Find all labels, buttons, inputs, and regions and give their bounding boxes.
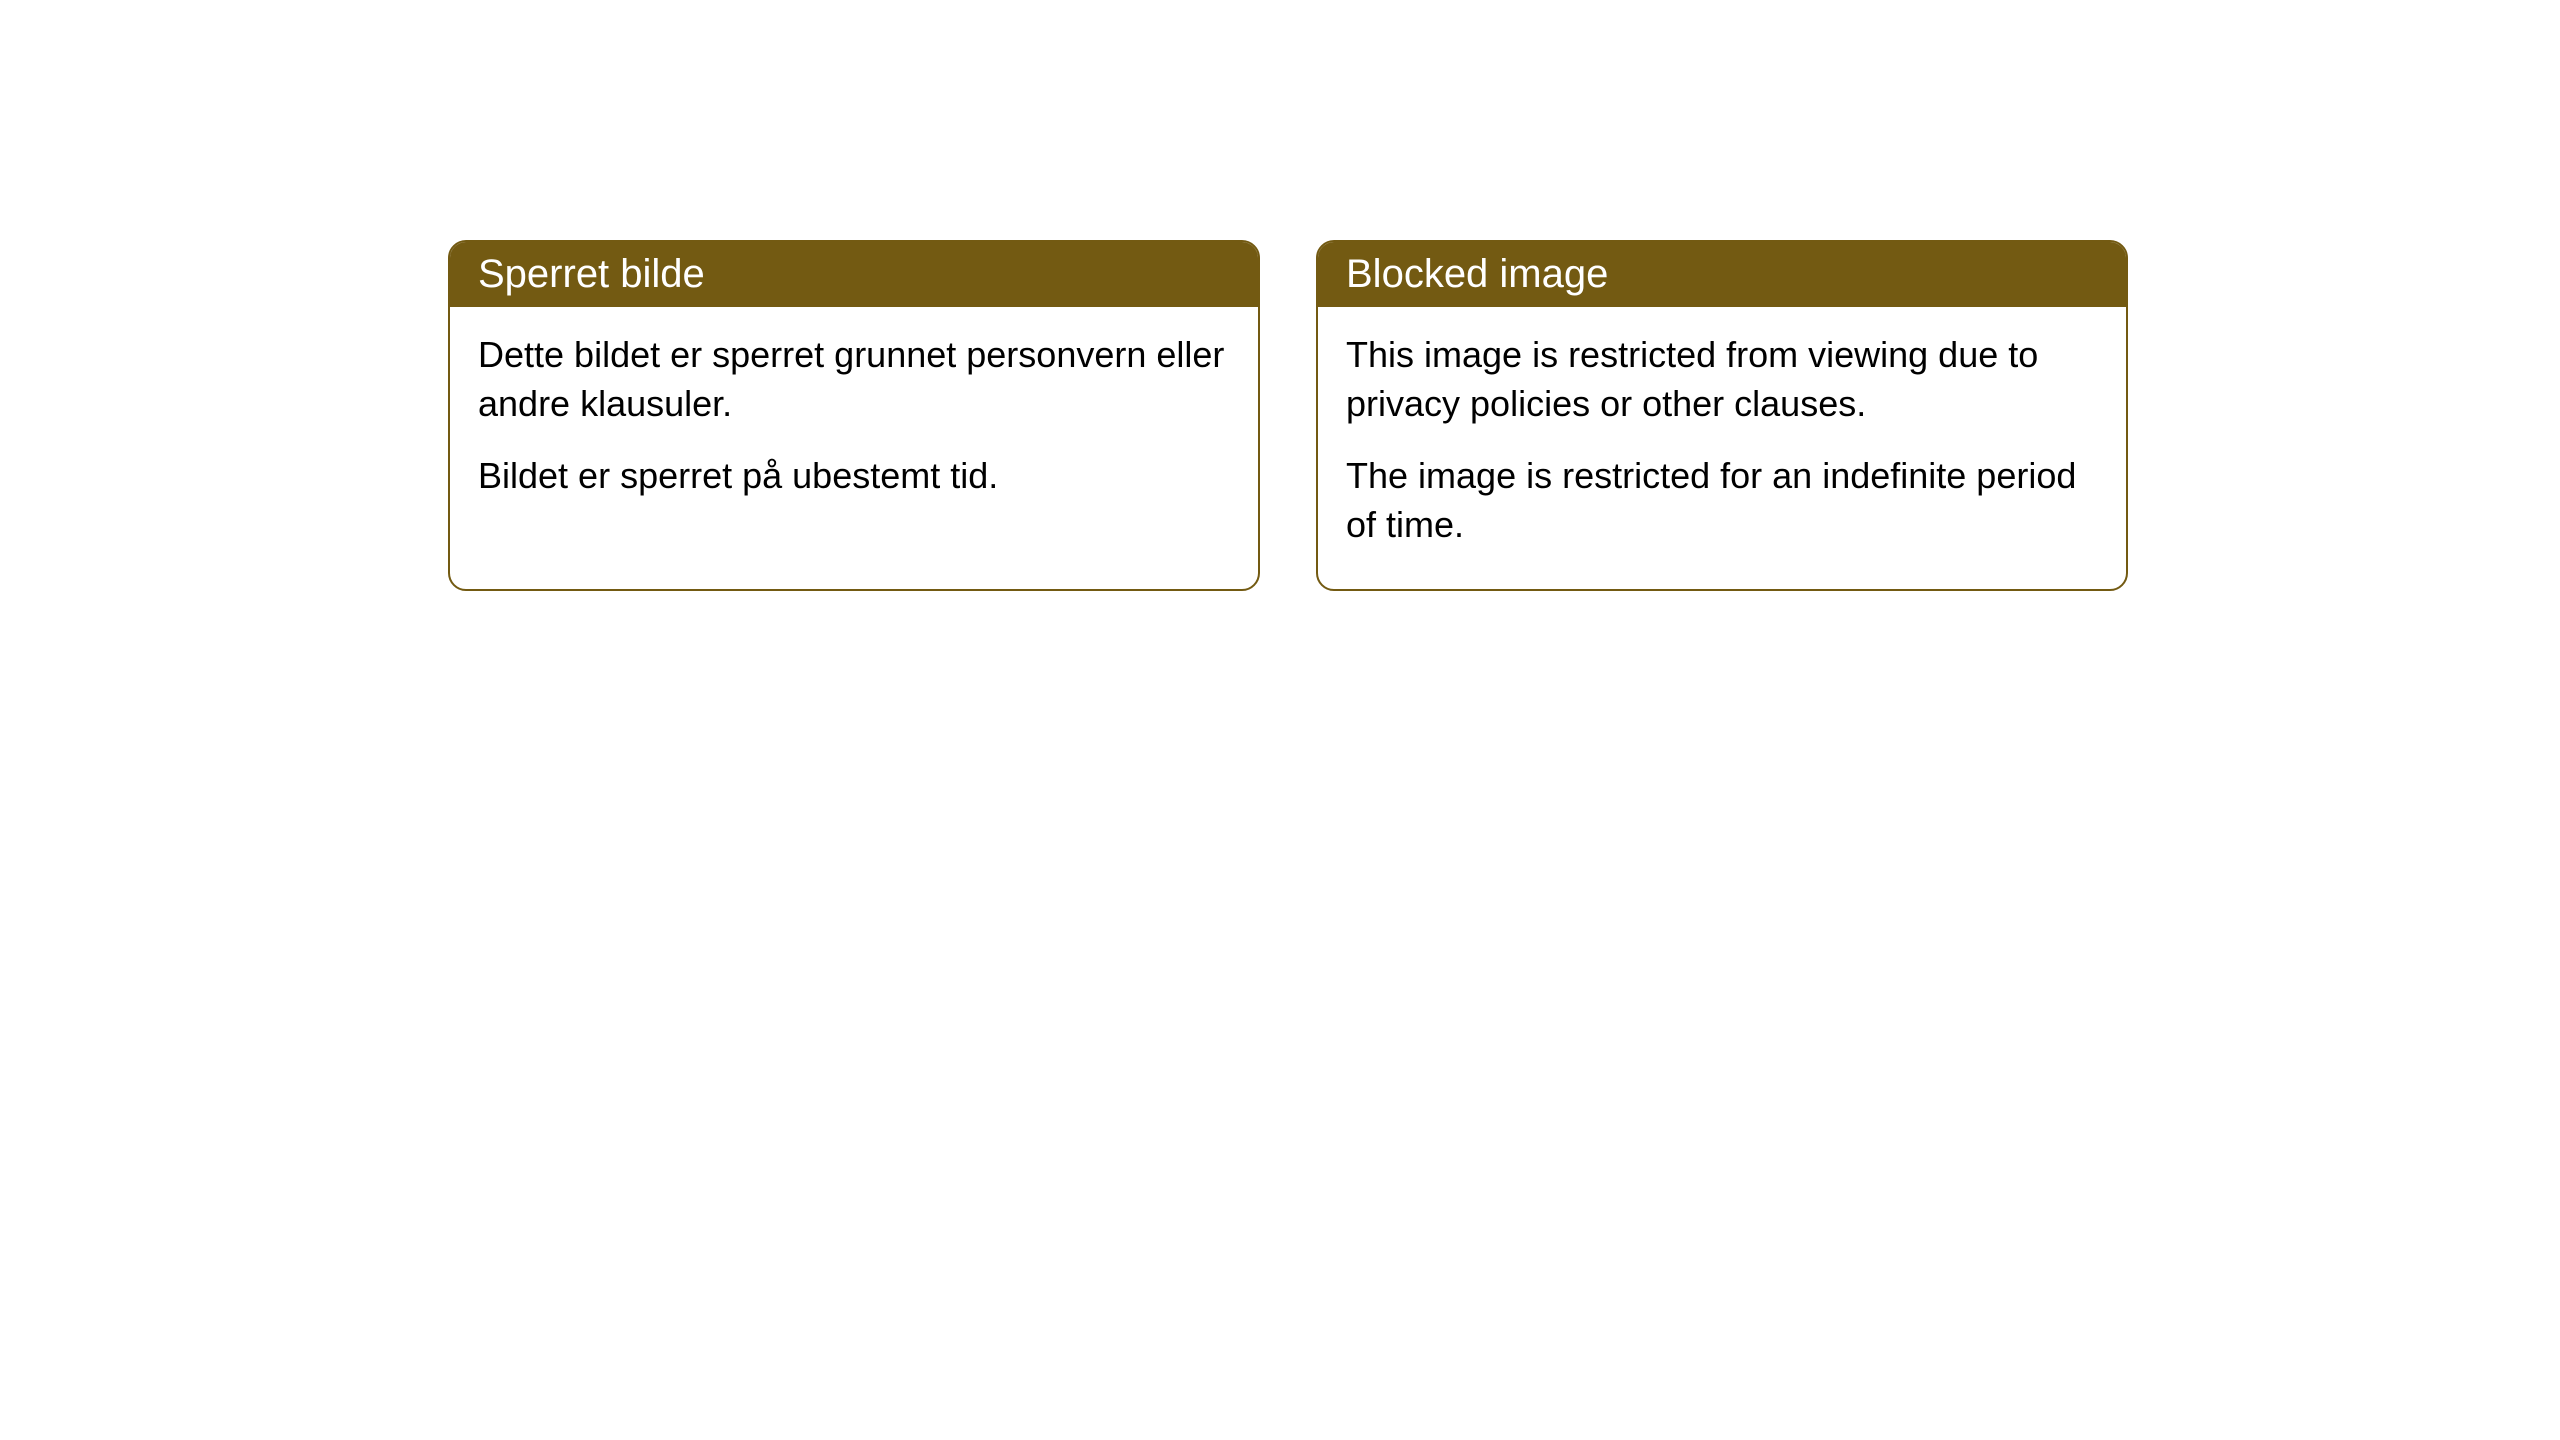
- card-title: Blocked image: [1346, 252, 1608, 296]
- card-paragraph: Bildet er sperret på ubestemt tid.: [478, 452, 1230, 501]
- card-paragraph: This image is restricted from viewing du…: [1346, 331, 2098, 428]
- card-body: Dette bildet er sperret grunnet personve…: [450, 307, 1258, 541]
- notice-cards-container: Sperret bilde Dette bildet er sperret gr…: [448, 240, 2560, 591]
- card-paragraph: Dette bildet er sperret grunnet personve…: [478, 331, 1230, 428]
- notice-card-english: Blocked image This image is restricted f…: [1316, 240, 2128, 591]
- card-header: Sperret bilde: [450, 242, 1258, 307]
- notice-card-norwegian: Sperret bilde Dette bildet er sperret gr…: [448, 240, 1260, 591]
- card-title: Sperret bilde: [478, 252, 705, 296]
- card-header: Blocked image: [1318, 242, 2126, 307]
- card-paragraph: The image is restricted for an indefinit…: [1346, 452, 2098, 549]
- card-body: This image is restricted from viewing du…: [1318, 307, 2126, 589]
